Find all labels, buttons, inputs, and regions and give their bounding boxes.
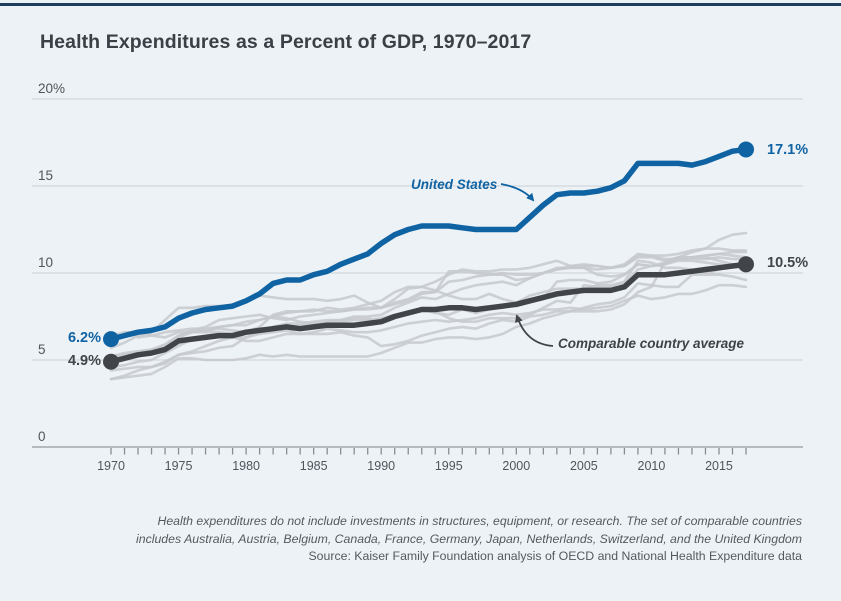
avg-start-dot	[103, 353, 119, 370]
us-series-label: United States	[411, 177, 498, 192]
series-line-comparable-country-average	[108, 261, 749, 365]
us-start-dot	[103, 331, 119, 348]
x-axis-label-1995: 1995	[435, 459, 463, 473]
series-line-switzerland	[109, 231, 748, 364]
footer: Health expenditures do not include inves…	[40, 513, 802, 566]
avg-end-dot	[738, 256, 754, 273]
avg-annotation-arrow	[515, 314, 554, 347]
avg-end-value-label: 10.5%	[767, 255, 809, 271]
avg-start-value-label: 4.9%	[67, 353, 101, 369]
y-axis-label-5: 5	[38, 342, 46, 357]
x-axis-label-2000: 2000	[502, 459, 530, 473]
x-axis-label-1980: 1980	[232, 459, 260, 473]
y-axis-label-20: 20%	[38, 81, 65, 96]
series-line-japan	[109, 255, 748, 372]
x-axis-label-1970: 1970	[97, 459, 125, 473]
avg-series-label: Comparable country average	[558, 336, 745, 351]
y-axis-label-15: 15	[38, 168, 53, 183]
y-axis-label-0: 0	[38, 429, 46, 444]
series-line-canada	[109, 259, 748, 339]
chart-title: Health Expenditures as a Percent of GDP,…	[40, 31, 532, 53]
series-line-united-kingdom	[109, 273, 748, 381]
top-rule	[0, 3, 841, 6]
us-end-dot	[738, 141, 754, 158]
footer-source-line: Source: Kaiser Family Foundation analysi…	[308, 549, 802, 563]
x-axis-label-2010: 2010	[638, 459, 666, 473]
x-axis-label-2005: 2005	[570, 459, 598, 473]
series-line-united-states	[108, 146, 749, 342]
us-annotation-arrow	[500, 183, 535, 202]
series-line-netherlands	[136, 255, 748, 339]
y-axis-label-10: 10	[38, 255, 53, 270]
footer-note-line-2: includes Australia, Austria, Belgium, Ca…	[136, 531, 802, 546]
footer-note-line-1: Health expenditures do not include inves…	[157, 514, 802, 528]
x-axis-label-1975: 1975	[165, 459, 193, 473]
x-axis-label-2015: 2015	[705, 459, 733, 473]
x-axis-label-1985: 1985	[300, 459, 328, 473]
x-axis-label-1990: 1990	[367, 459, 395, 473]
us-end-value-label: 17.1%	[767, 142, 809, 158]
us-start-value-label: 6.2%	[67, 330, 101, 346]
